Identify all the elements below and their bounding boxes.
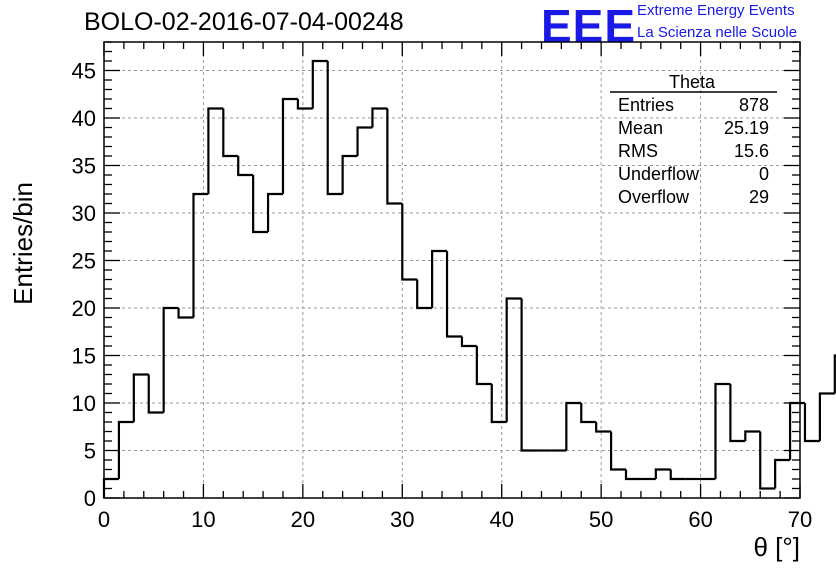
histogram-bin xyxy=(669,469,686,481)
logo-caption-line2: La Scienza nelle Scuole xyxy=(637,24,798,41)
stats-box: Theta Entries 878 Mean 25.19 RMS 15.6 Underflo… xyxy=(610,72,777,207)
histogram-bin xyxy=(431,249,448,308)
histogram-bin xyxy=(729,384,746,443)
histogram-bin xyxy=(595,422,612,433)
chart-title: BOLO-02-2016-07-04-00248 xyxy=(84,8,404,36)
x-tick-label: 50 xyxy=(589,507,613,532)
y-tick-label: 15 xyxy=(72,344,96,369)
y-tick-label: 10 xyxy=(72,391,96,416)
y-axis-label: Entries/bin xyxy=(8,182,38,305)
x-tick-label: 70 xyxy=(788,507,812,532)
histogram-bin xyxy=(520,298,537,452)
histogram-bin xyxy=(714,382,731,479)
histogram-bin xyxy=(296,99,313,110)
histogram-bin xyxy=(416,279,433,310)
histogram-bin xyxy=(252,175,269,234)
y-tick-label: 5 xyxy=(84,439,96,464)
stats-row-value: 25.19 xyxy=(724,118,769,138)
histogram-bin xyxy=(401,203,418,281)
histogram-bin xyxy=(386,108,403,205)
x-axis-label: θ [°] xyxy=(753,532,800,562)
histogram-bin xyxy=(774,458,791,489)
histogram-bin xyxy=(624,469,641,481)
logo-caption-line1: Extreme Energy Events xyxy=(637,2,795,19)
axes: 0 10 20 30 40 50 60 70 0 5 10 15 20 25 30 35 40 45 xyxy=(72,41,812,532)
histogram-bin xyxy=(505,297,522,422)
y-tick-label: 25 xyxy=(72,249,96,274)
x-tick-label: 0 xyxy=(98,507,110,532)
histogram-bin xyxy=(833,354,836,394)
stats-row-label: Overflow xyxy=(618,187,690,207)
histogram-bin xyxy=(371,107,388,128)
histogram-bin xyxy=(237,156,254,177)
histogram-bin xyxy=(162,306,179,413)
histogram-bin xyxy=(266,192,283,232)
y-tick-label: 30 xyxy=(72,201,96,226)
histogram-bin xyxy=(445,251,462,338)
histogram-bin xyxy=(744,430,761,441)
histogram-bin xyxy=(147,374,164,414)
stats-row-value: 878 xyxy=(739,95,769,115)
histogram-bin xyxy=(818,392,835,441)
x-tick-label: 40 xyxy=(489,507,513,532)
histogram-bin xyxy=(341,154,358,194)
stats-row-label: Entries xyxy=(618,95,674,115)
histogram-bin xyxy=(490,384,507,424)
histogram-bin xyxy=(759,431,776,490)
x-tick-label: 60 xyxy=(688,507,712,532)
y-tick-label: 0 xyxy=(84,486,96,511)
histogram-bin xyxy=(803,403,820,443)
histogram-bin xyxy=(192,192,209,318)
histogram-bin xyxy=(207,107,224,194)
histogram-bin xyxy=(460,336,477,348)
histogram-bin xyxy=(326,61,343,196)
stats-row-value: 29 xyxy=(749,187,769,207)
histogram-bin xyxy=(565,401,582,451)
y-tick-label: 45 xyxy=(72,59,96,84)
histogram-bin xyxy=(475,346,492,386)
histogram-bars xyxy=(102,59,836,498)
x-tick-label: 20 xyxy=(291,507,315,532)
stats-row-label: Mean xyxy=(618,118,663,138)
y-tick-label: 35 xyxy=(72,154,96,179)
stats-row-label: RMS xyxy=(618,141,658,161)
histogram-bin xyxy=(177,308,194,319)
grid xyxy=(104,42,800,498)
stats-row-value: 0 xyxy=(759,164,769,184)
stats-row-value: 15.6 xyxy=(734,141,769,161)
stats-title: Theta xyxy=(669,72,716,92)
histogram-bin xyxy=(132,373,149,422)
histogram-bin xyxy=(609,431,626,471)
histogram-bin xyxy=(281,97,298,194)
histogram-bin xyxy=(311,59,328,109)
x-tick-label: 30 xyxy=(390,507,414,532)
histogram-bin xyxy=(117,420,134,479)
stats-row-label: Underflow xyxy=(618,164,700,184)
eee-logo: EEE xyxy=(541,0,637,52)
x-tick-label: 10 xyxy=(191,507,215,532)
histogram-bin xyxy=(654,468,671,479)
histogram-bin xyxy=(222,108,239,158)
y-tick-label: 20 xyxy=(72,296,96,321)
y-tick-label: 40 xyxy=(72,106,96,131)
histogram-bin xyxy=(580,403,597,424)
histogram-bin xyxy=(356,126,373,156)
